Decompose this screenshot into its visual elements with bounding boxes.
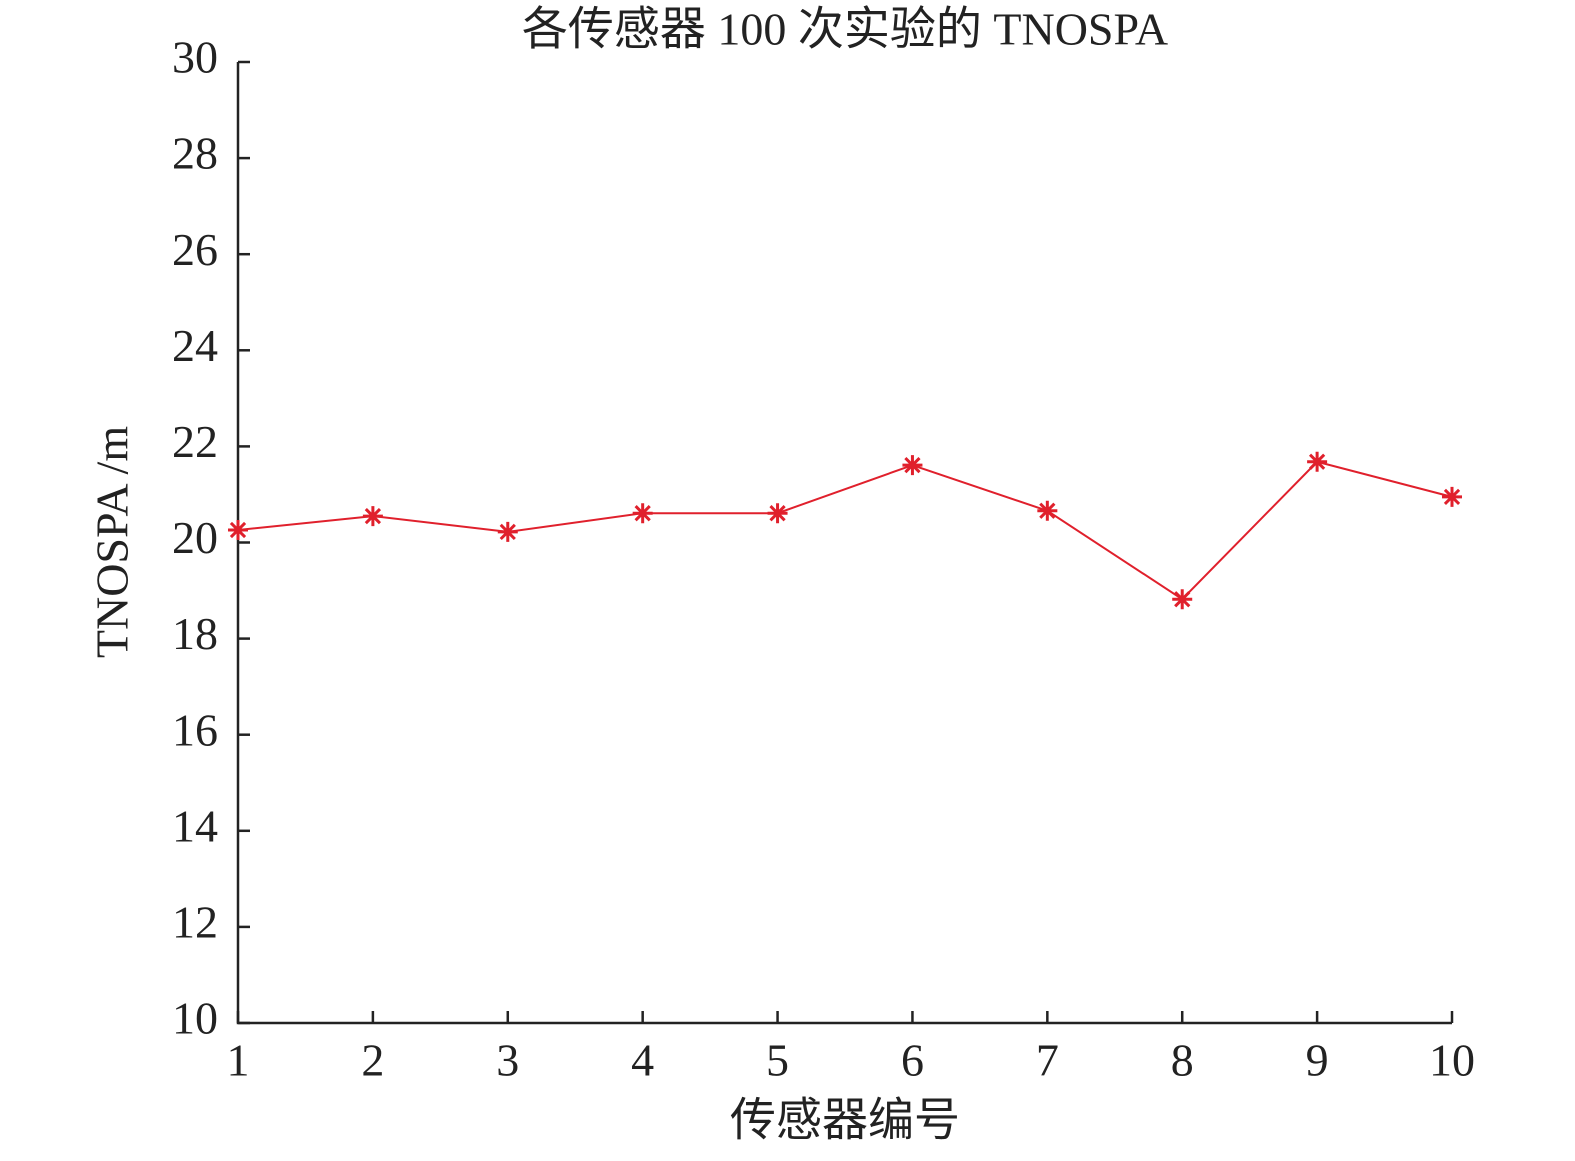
- x-tick-label: 4: [631, 1035, 654, 1086]
- marker: [1172, 589, 1193, 610]
- y-tick-label: 10: [172, 993, 218, 1044]
- marker: [1037, 500, 1058, 521]
- y-tick-label: 12: [172, 896, 218, 947]
- y-tick-label: 30: [172, 32, 218, 83]
- series-line: [237, 460, 1453, 601]
- x-tick-label: 5: [766, 1035, 789, 1086]
- x-tick-label: 10: [1429, 1035, 1475, 1086]
- y-tick-label: 24: [172, 320, 218, 371]
- axis-lines: [236, 62, 1452, 1025]
- marker: [902, 455, 923, 476]
- y-tick-label: 28: [172, 128, 218, 179]
- x-tick-label: 9: [1306, 1035, 1329, 1086]
- x-tick-label: 2: [361, 1035, 384, 1086]
- x-tick-label: 8: [1171, 1035, 1194, 1086]
- x-tick-label: 7: [1036, 1035, 1059, 1086]
- marker: [228, 520, 248, 541]
- x-tick-label: 3: [496, 1035, 519, 1086]
- marker: [632, 503, 653, 524]
- y-tick-label: 16: [172, 704, 218, 755]
- x-axis-label: 传感器编号: [730, 1095, 960, 1146]
- y-tick-label: 22: [172, 416, 218, 467]
- x-tick-label: 6: [901, 1035, 924, 1086]
- x-tick-label: 1: [227, 1035, 250, 1086]
- y-axis-label: TNOSPA /m: [87, 426, 138, 658]
- marker: [497, 521, 518, 542]
- marker: [767, 503, 788, 524]
- marker: [1442, 486, 1462, 507]
- chart-title: 各传感器 100 次实验的 TNOSPA: [522, 4, 1168, 55]
- y-tick-label: 26: [172, 224, 218, 275]
- y-tick-label: 14: [172, 800, 218, 851]
- marker: [362, 506, 383, 527]
- y-tick-label: 18: [172, 608, 218, 659]
- y-tick-label: 20: [172, 512, 218, 563]
- marker: [1307, 451, 1328, 472]
